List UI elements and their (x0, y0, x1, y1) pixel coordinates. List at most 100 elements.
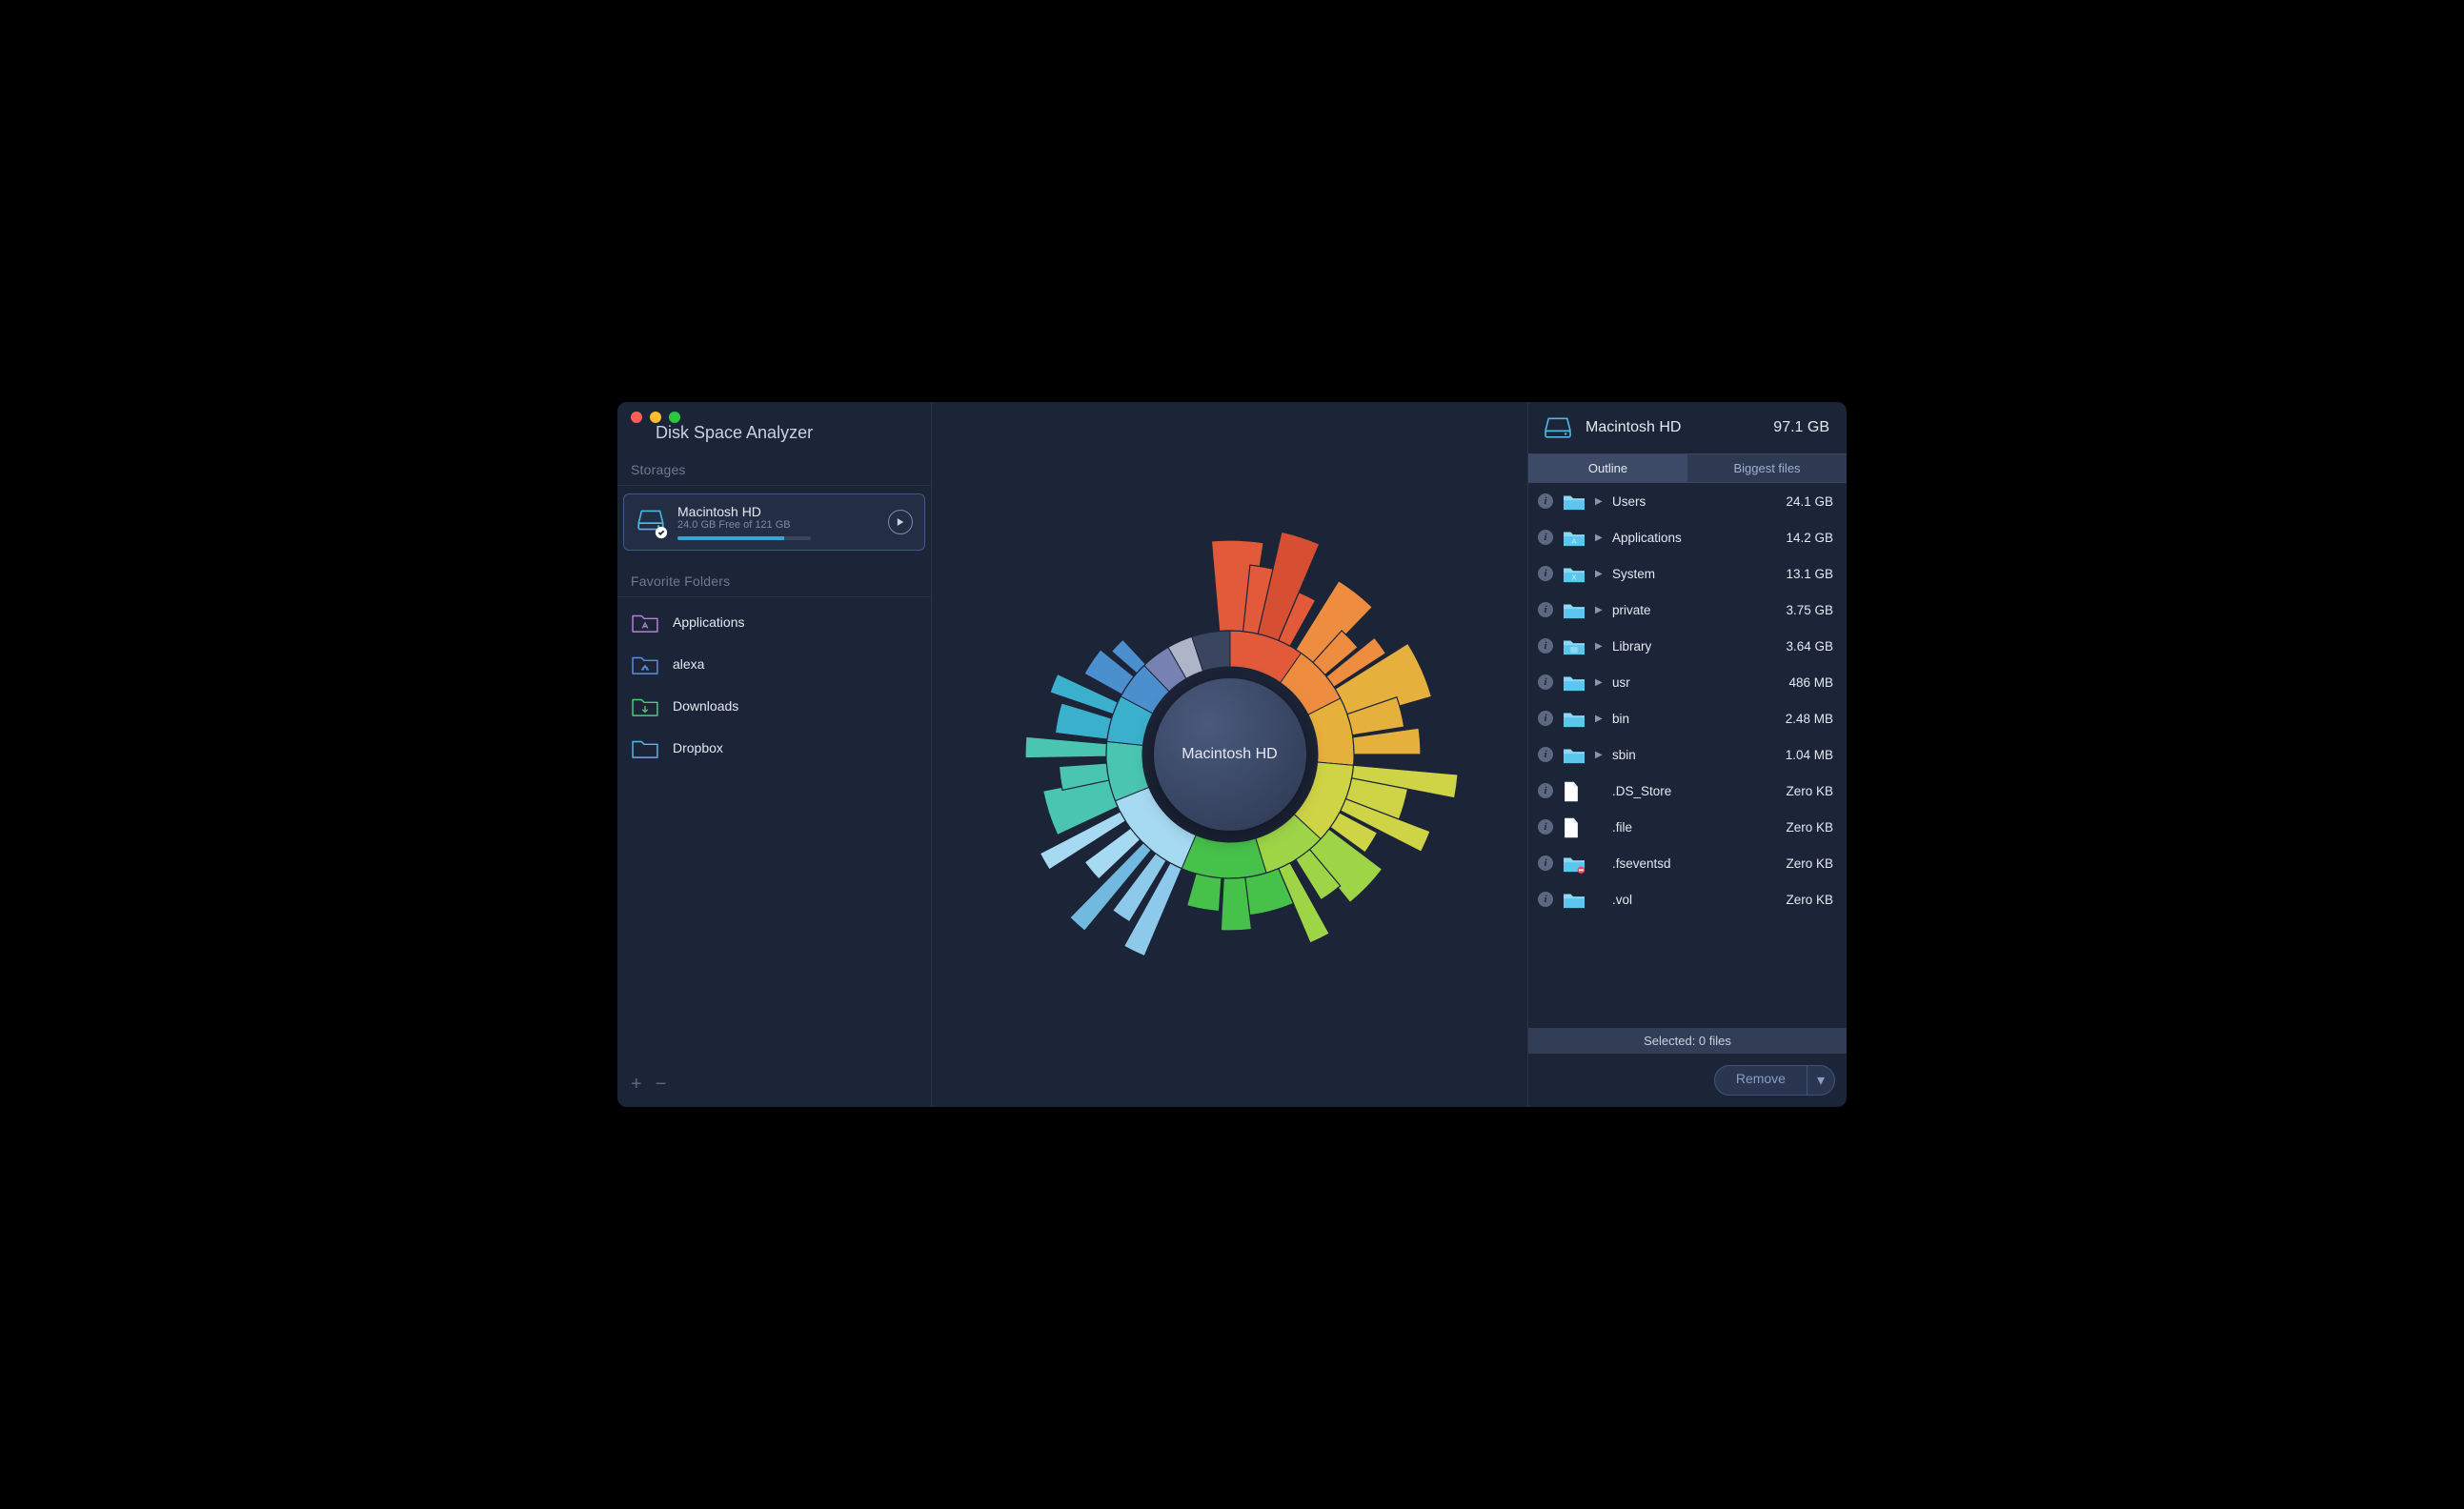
file-size: 14.2 GB (1786, 531, 1833, 545)
folder-icon (1561, 672, 1587, 693)
expand-toggle[interactable]: ▶ (1595, 533, 1605, 543)
svg-text:A: A (1571, 536, 1577, 545)
file-row[interactable]: i ▶ Library 3.64 GB (1528, 628, 1847, 664)
info-icon[interactable]: i (1538, 674, 1553, 690)
remove-dropdown-button[interactable]: ▾ (1807, 1066, 1834, 1095)
folder-icon (631, 694, 659, 717)
app-window: Disk Space Analyzer Storages Macintosh H… (617, 402, 1847, 1107)
remove-bar: Remove ▾ (1528, 1054, 1847, 1107)
folder-icon (1561, 889, 1587, 910)
file-icon (1561, 816, 1587, 837)
spike-segment[interactable] (1186, 874, 1221, 912)
info-icon[interactable]: i (1538, 566, 1553, 581)
traffic-lights (631, 412, 680, 423)
file-size: Zero KB (1786, 856, 1833, 871)
expand-toggle[interactable]: ▶ (1595, 714, 1605, 724)
file-row[interactable]: i ▶ private 3.75 GB (1528, 592, 1847, 628)
info-icon[interactable]: i (1538, 819, 1553, 835)
expand-toggle[interactable]: ▶ (1595, 750, 1605, 760)
right-panel: Macintosh HD 97.1 GB Outline Biggest fil… (1527, 402, 1847, 1107)
tab-outline[interactable]: Outline (1528, 453, 1687, 483)
right-disk-size: 97.1 GB (1773, 419, 1829, 436)
file-name: usr (1612, 675, 1781, 690)
file-row[interactable]: i .DS_Store Zero KB (1528, 773, 1847, 809)
expand-toggle[interactable]: ▶ (1595, 641, 1605, 652)
file-icon (1561, 780, 1587, 801)
file-row[interactable]: i A ▶ Applications 14.2 GB (1528, 519, 1847, 555)
tab-biggest-files[interactable]: Biggest files (1687, 453, 1847, 483)
file-name: .file (1612, 820, 1778, 835)
storage-item-macintosh-hd[interactable]: Macintosh HD 24.0 GB Free of 121 GB (623, 493, 925, 551)
favorite-item-alexa[interactable]: alexa (617, 643, 931, 685)
folder-icon: X (1561, 563, 1587, 584)
storage-item-body: Macintosh HD 24.0 GB Free of 121 GB (677, 504, 888, 540)
info-icon[interactable]: i (1538, 638, 1553, 654)
info-icon[interactable]: i (1538, 855, 1553, 871)
fullscreen-window-button[interactable] (669, 412, 680, 423)
file-name: Applications (1612, 531, 1778, 545)
add-favorite-button[interactable]: + (631, 1074, 642, 1096)
favorite-label: Applications (673, 614, 745, 630)
app-title: Disk Space Analyzer (656, 423, 931, 443)
file-list[interactable]: i ▶ Users 24.1 GB i A ▶ Applications 14.… (1528, 483, 1847, 1028)
favorite-item-downloads[interactable]: Downloads (617, 685, 931, 727)
file-row[interactable]: i ▶ usr 486 MB (1528, 664, 1847, 700)
storage-usage-fill (677, 536, 784, 540)
info-icon[interactable]: i (1538, 530, 1553, 545)
file-name: .DS_Store (1612, 784, 1778, 798)
sidebar: Disk Space Analyzer Storages Macintosh H… (617, 402, 932, 1107)
favorites-section-label: Favorite Folders (617, 554, 931, 597)
file-row[interactable]: i .fseventsd Zero KB (1528, 845, 1847, 881)
info-icon[interactable]: i (1538, 493, 1553, 509)
file-size: 24.1 GB (1786, 494, 1833, 509)
file-size: 13.1 GB (1786, 567, 1833, 581)
favorite-item-dropbox[interactable]: Dropbox (617, 727, 931, 769)
remove-favorite-button[interactable]: − (656, 1074, 667, 1096)
file-row[interactable]: i .file Zero KB (1528, 809, 1847, 845)
spike-segment[interactable] (1025, 736, 1106, 757)
folder-icon (1561, 599, 1587, 620)
file-row[interactable]: i .vol Zero KB (1528, 881, 1847, 917)
close-window-button[interactable] (631, 412, 642, 423)
storage-usage-bar (677, 536, 811, 540)
file-row[interactable]: i ▶ bin 2.48 MB (1528, 700, 1847, 736)
file-name: .fseventsd (1612, 856, 1778, 871)
info-icon[interactable]: i (1538, 711, 1553, 726)
favorite-item-applications[interactable]: Applications (617, 601, 931, 643)
folder-icon (1561, 491, 1587, 512)
expand-toggle[interactable]: ▶ (1595, 569, 1605, 579)
info-icon[interactable]: i (1538, 892, 1553, 907)
info-icon[interactable]: i (1538, 747, 1553, 762)
favorite-label: Dropbox (673, 740, 723, 755)
storages-section-label: Storages (617, 443, 931, 486)
svg-text:X: X (1572, 573, 1577, 581)
file-size: 486 MB (1788, 675, 1833, 690)
favorite-label: Downloads (673, 698, 738, 714)
folder-icon (631, 736, 659, 759)
file-row[interactable]: i ▶ sbin 1.04 MB (1528, 736, 1847, 773)
scan-button[interactable] (888, 510, 913, 534)
file-name: Users (1612, 494, 1778, 509)
expand-toggle[interactable]: ▶ (1595, 496, 1605, 507)
file-name: bin (1612, 712, 1778, 726)
storage-subtitle: 24.0 GB Free of 121 GB (677, 519, 888, 531)
chart-center-label[interactable]: Macintosh HD (1154, 678, 1306, 831)
main-chart-area: Macintosh HD (932, 402, 1527, 1107)
right-header: Macintosh HD 97.1 GB (1528, 402, 1847, 453)
folder-icon (631, 611, 659, 634)
file-name: System (1612, 567, 1778, 581)
expand-toggle[interactable]: ▶ (1595, 605, 1605, 615)
favorites-list: Applications alexa Downloads Dropbox (617, 601, 931, 769)
titlebar (617, 402, 931, 423)
info-icon[interactable]: i (1538, 783, 1553, 798)
remove-button[interactable]: Remove (1715, 1066, 1807, 1095)
file-row[interactable]: i ▶ Users 24.1 GB (1528, 483, 1847, 519)
info-icon[interactable]: i (1538, 602, 1553, 617)
folder-icon (1561, 708, 1587, 729)
expand-toggle[interactable]: ▶ (1595, 677, 1605, 688)
sidebar-footer: + − (617, 1062, 931, 1107)
minimize-window-button[interactable] (650, 412, 661, 423)
file-row[interactable]: i X ▶ System 13.1 GB (1528, 555, 1847, 592)
file-size: 1.04 MB (1786, 748, 1833, 762)
ring-segment[interactable] (1182, 835, 1266, 878)
